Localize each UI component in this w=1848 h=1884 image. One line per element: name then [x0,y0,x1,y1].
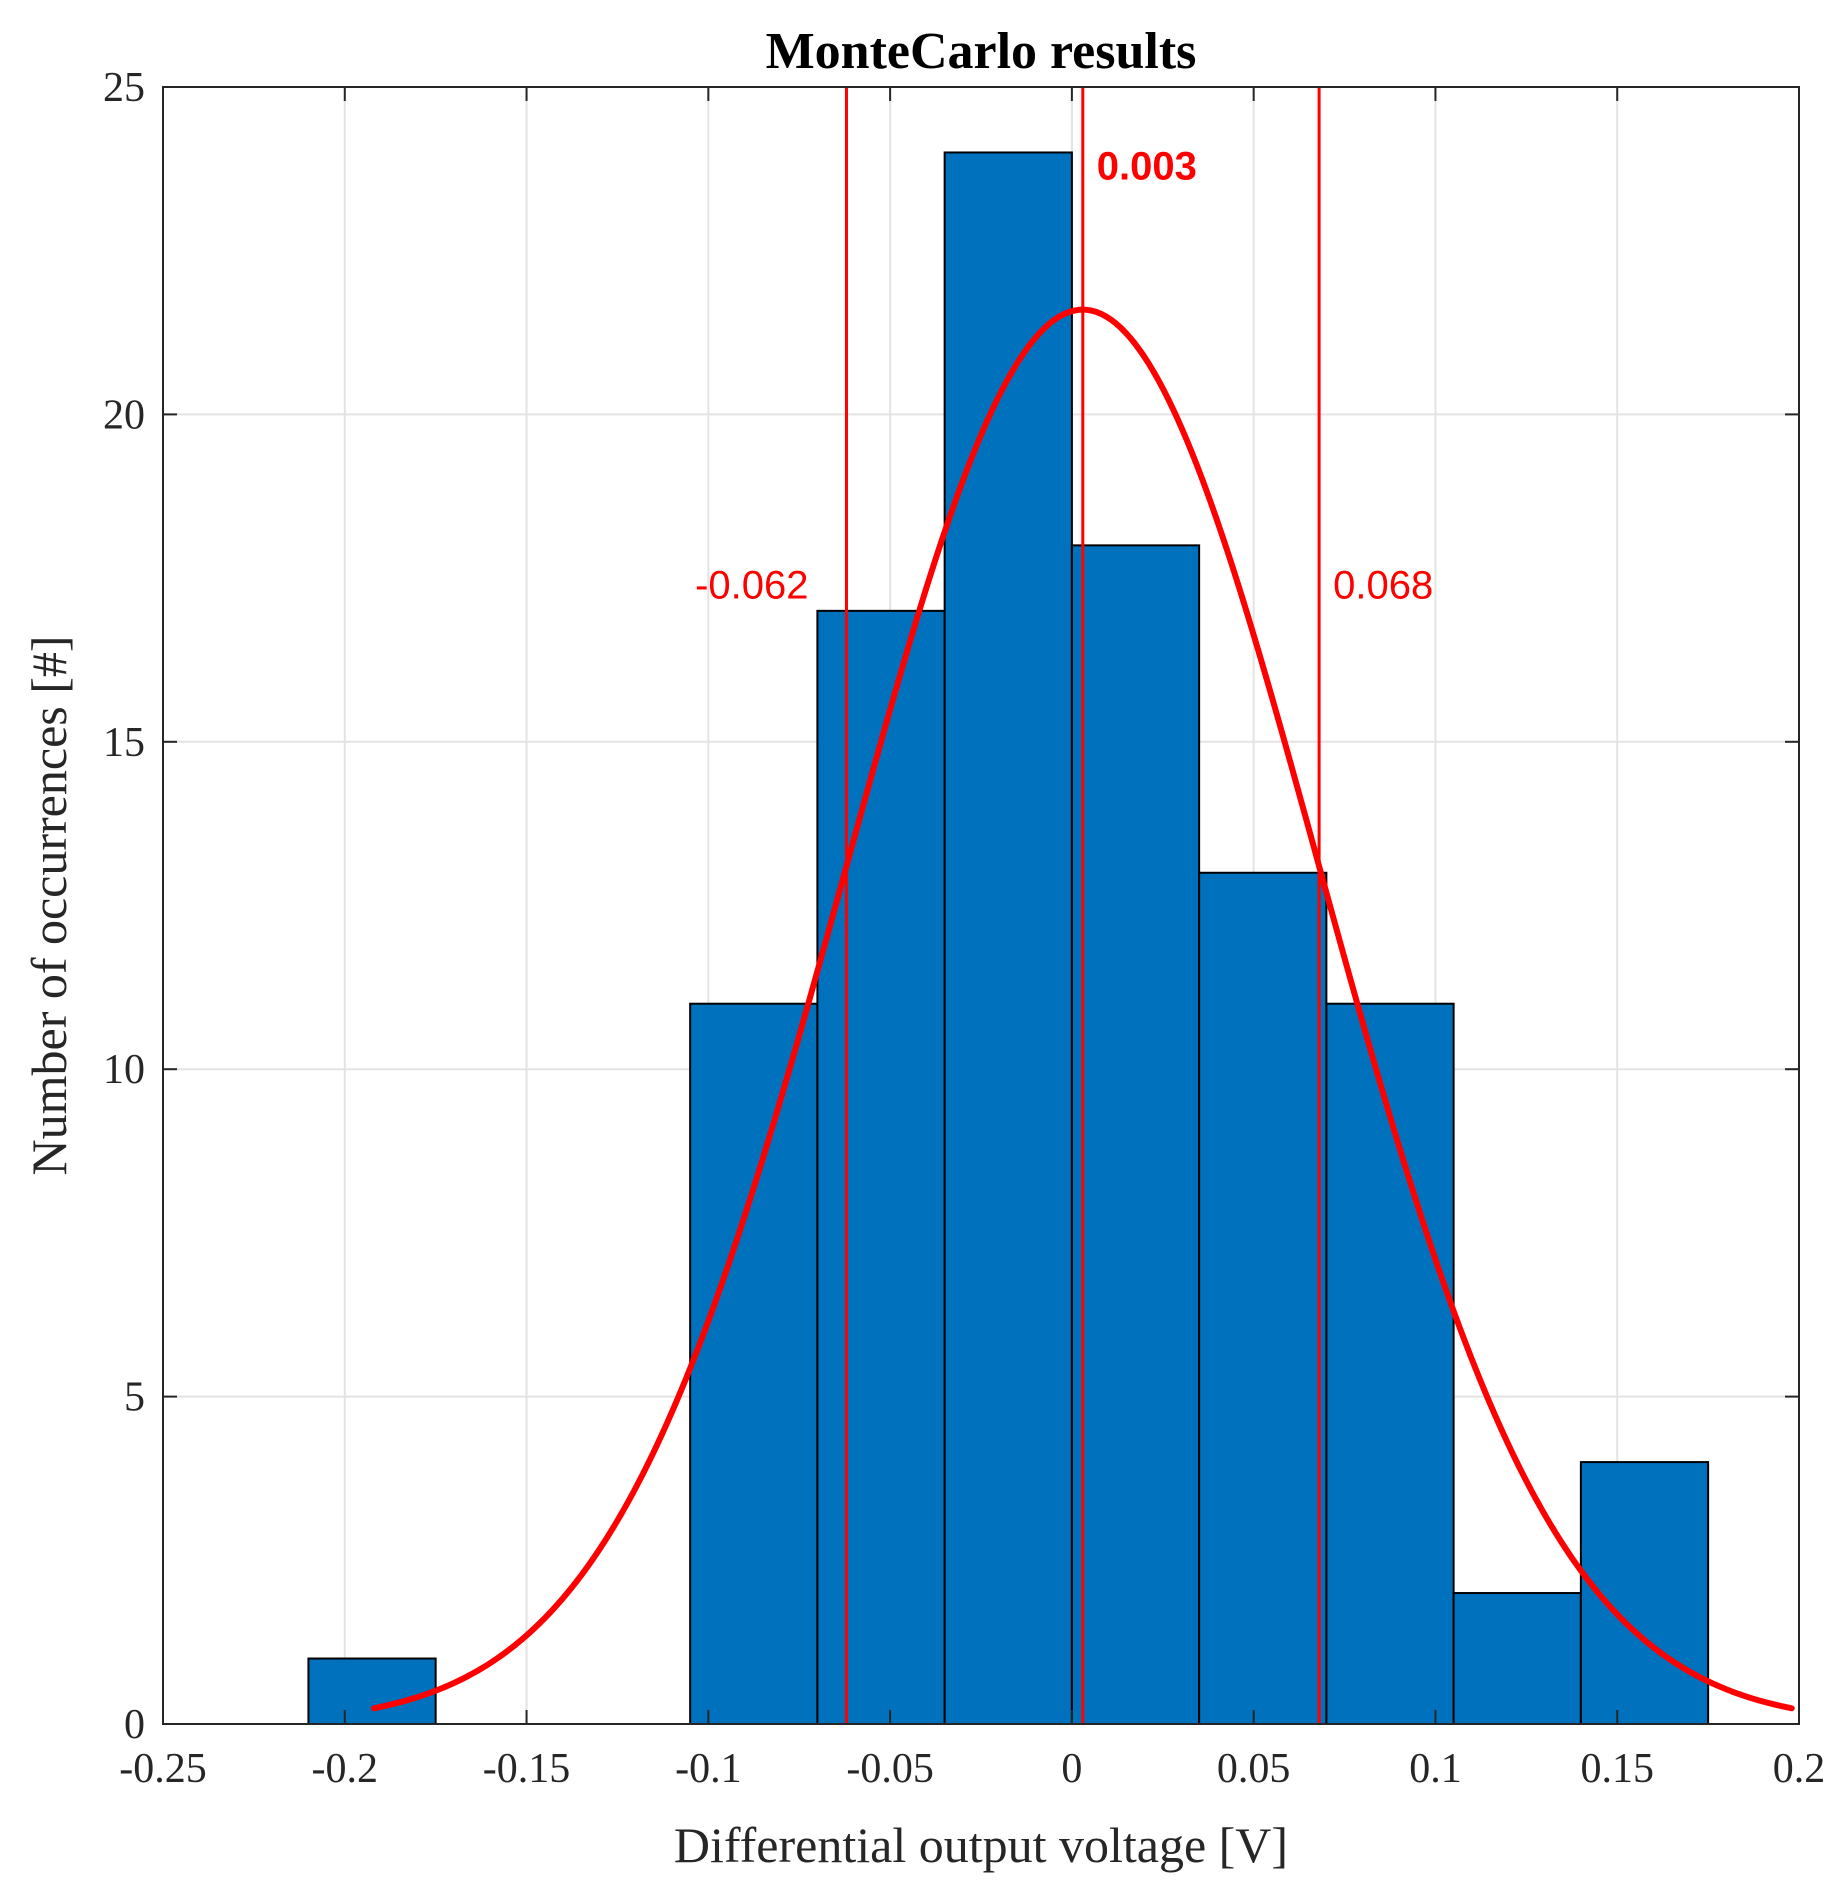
x-tick-label-3: -0.1 [675,1746,742,1792]
y-tick-label-5: 25 [103,65,145,111]
axis-ticks [162,86,1800,1725]
x-axis-title: Differential output voltage [V] [674,1817,1288,1873]
histogram-bars [307,151,1710,1726]
y-tick-label-4: 20 [103,392,145,438]
x-tick-label-5: 0 [1061,1746,1082,1792]
histogram-bar-0 [307,1657,437,1726]
histogram-bar-2 [816,609,946,1726]
x-tick-label-8: 0.15 [1580,1746,1654,1792]
histogram-bar-7 [1452,1592,1582,1726]
y-axis-title: Number of occurrences [#] [21,635,77,1175]
y-tick-label-0: 0 [124,1702,145,1748]
axes-box [162,86,1800,1725]
y-tick-label-2: 10 [103,1047,145,1093]
histogram-bar-5 [1198,871,1328,1725]
histogram-bar-1 [689,1002,819,1725]
x-tick-label-7: 0.1 [1409,1746,1462,1792]
x-tick-label-9: 0.2 [1773,1746,1826,1792]
histogram-bar-3 [943,151,1073,1726]
marker-label-2: 0.068 [1333,564,1433,608]
marker-label-0: -0.062 [695,564,808,608]
marker-label-1: 0.003 [1097,145,1197,189]
y-tick-label-3: 15 [103,720,145,766]
y-tick-label-1: 5 [124,1375,145,1421]
vertical-marker-lines: -0.062 0.003 0.068 [695,87,1433,1724]
chart-title: MonteCarlo results [766,23,1197,80]
x-tick-label-4: -0.05 [846,1746,934,1792]
tick-labels: -0.25 -0.2 -0.15 -0.1 -0.05 0 0.05 0.1 0.15 0.2 0 5… [103,65,1825,1792]
x-tick-label-6: 0.05 [1217,1746,1291,1792]
x-tick-label-2: -0.15 [483,1746,571,1792]
x-tick-label-1: -0.2 [312,1746,379,1792]
histogram-bar-4 [1070,544,1201,1725]
x-tick-label-0: -0.25 [119,1746,207,1792]
